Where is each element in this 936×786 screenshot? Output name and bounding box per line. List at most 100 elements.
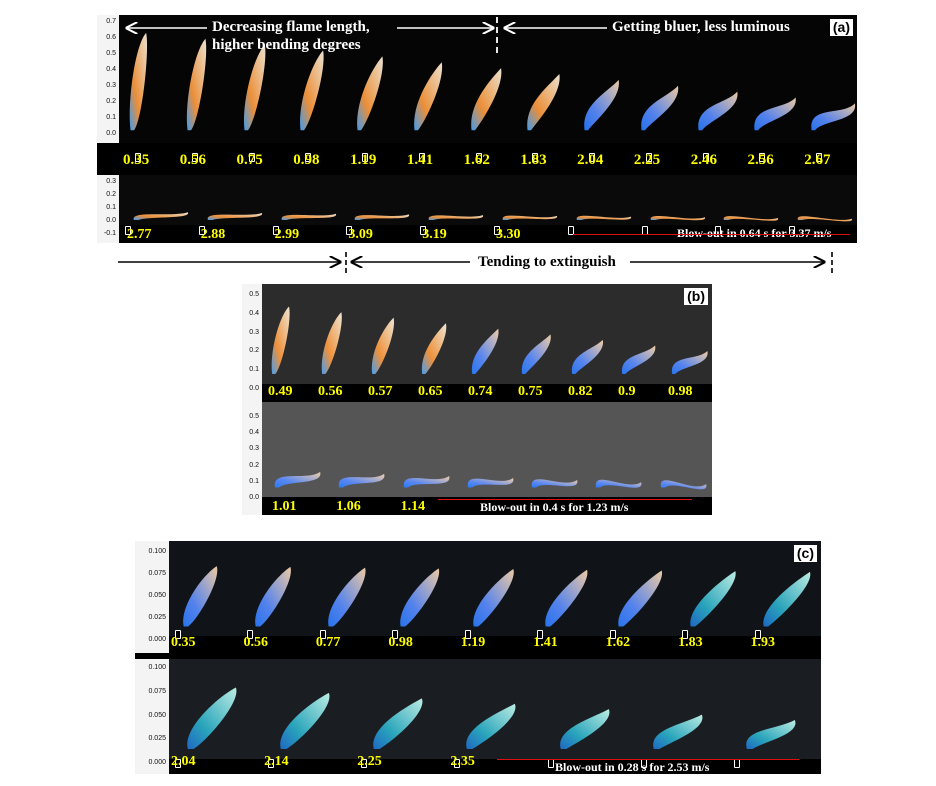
time-label: 0.98	[388, 635, 413, 650]
panel-a-header-left-line2: higher bending degrees	[212, 37, 361, 53]
axis-tick-label: 0.025	[148, 735, 166, 743]
flame-frame	[562, 284, 613, 384]
time-label: 0.75	[518, 384, 543, 399]
time-label: 1.93	[750, 635, 776, 650]
axis-tick-label: 0.0	[249, 494, 259, 501]
axis-tick-label: 0.100	[148, 548, 166, 555]
flame-frame	[241, 541, 315, 636]
flame-frame	[512, 284, 563, 384]
flame-frame	[458, 541, 533, 636]
panel-c-blowout-arrow	[497, 759, 799, 760]
frame-marker	[362, 153, 369, 162]
frame-marker	[361, 759, 368, 768]
axis-tick-label: 0.1	[106, 114, 116, 121]
panel-a-header-right: Getting bluer, less luminous	[612, 19, 790, 35]
panel-b-axis-top: 0.5 0.4 0.3 0.2 0.1 0.0	[242, 284, 262, 402]
time-label: 1.41	[406, 152, 434, 168]
flame-frame	[262, 659, 357, 759]
time-label: 1.41	[533, 635, 558, 650]
frame-marker	[532, 153, 539, 162]
flame-frame	[175, 15, 234, 143]
time-label: 1.19	[460, 635, 486, 650]
frame-marker	[135, 153, 141, 162]
time-label: 1.06	[336, 499, 361, 514]
flame-frame	[266, 175, 342, 225]
flame-frame	[386, 541, 460, 636]
time-label: 0.49	[268, 384, 293, 399]
panel-a-tag: (a)	[829, 19, 853, 36]
frame-marker	[247, 630, 254, 639]
flame-frame	[603, 541, 678, 636]
frame-marker	[682, 630, 689, 639]
time-label: 3.19	[422, 227, 447, 242]
panel-c-row1-frames: 0.35 0.56 0.77 0.98 1.19 1.41 1.62 1.83 1.93	[169, 541, 821, 655]
flame-frame	[340, 175, 416, 225]
axis-tick-label: 0.1	[249, 366, 259, 374]
axis-tick-label: 0.000	[148, 759, 166, 766]
axis-tick-label: 0.4	[106, 66, 116, 73]
axis-tick-label: 0.0	[106, 217, 116, 224]
axis-tick-label: 0.025	[148, 614, 166, 621]
frame-marker	[537, 630, 544, 639]
frame-marker	[589, 153, 596, 162]
flame-frame	[289, 15, 348, 143]
flame-frame	[192, 175, 268, 225]
panel-b-tag: (b)	[684, 288, 708, 305]
frame-marker	[567, 226, 574, 235]
axis-tick-label: -0.1	[103, 230, 116, 237]
panel-b: 0.5 0.4 0.3 0.2 0.1 0.0 0.5 0.4 0.3 0.2 0.1 0.0	[242, 284, 712, 515]
time-label: 0.56	[243, 635, 268, 650]
flame-frame	[459, 15, 518, 143]
flame-frame	[412, 284, 463, 384]
time-label: 0.56	[179, 152, 207, 168]
panel-b-row2-frames: 1.01 1.06 1.14	[262, 402, 712, 515]
flame-frame	[448, 659, 543, 759]
time-label: 0.35	[171, 635, 196, 650]
flame-frame	[262, 402, 328, 497]
flame-frame	[346, 15, 404, 143]
axis-tick-label: 0.6	[106, 34, 116, 41]
flame-frame	[709, 175, 785, 225]
time-label: 1.19	[350, 152, 377, 168]
panel-b-row1-frames: 0.49 0.56 0.57 0.65 0.74 0.75 0.82 0.9 0.98	[262, 284, 712, 402]
time-label: 0.98	[668, 384, 693, 399]
flame-frame	[362, 284, 413, 384]
frame-marker	[645, 153, 652, 162]
time-label: 0.56	[318, 384, 343, 399]
time-label: 1.83	[678, 635, 703, 650]
panel-b-axis-bottom: 0.5 0.4 0.3 0.2 0.1 0.0	[242, 402, 262, 515]
flame-frame	[232, 15, 291, 143]
panel-a-axis-top: 0.7 0.6 0.5 0.4 0.3 0.2 0.1 0.0	[97, 15, 119, 143]
time-label: 1.83	[520, 152, 547, 168]
time-label: 0.75	[236, 152, 263, 168]
time-label: 2.99	[274, 227, 300, 242]
frame-marker	[759, 153, 766, 162]
panel-a: 0.7 0.6 0.5 0.4 0.3 0.2 0.1 0.0 0.3 0.2 0.1 0.0 -0.…	[97, 15, 857, 243]
axis-tick-label: 0.4	[249, 309, 259, 317]
flame-frame	[531, 541, 605, 636]
time-label: 2.14	[264, 754, 289, 769]
flame-frame	[414, 175, 489, 225]
flame-frame	[169, 659, 264, 759]
axis-tick-label: 0.4	[249, 429, 259, 437]
frame-marker	[175, 759, 181, 768]
time-label: 0.9	[618, 384, 636, 399]
panel-c-blowout-text: Blow-out in 0.28 s for 2.53 m/s	[555, 760, 710, 774]
panel-c-tag: (c)	[793, 545, 817, 562]
axis-tick-label: 0.1	[106, 204, 116, 211]
frame-marker	[268, 759, 275, 768]
axis-tick-label: 0.5	[249, 413, 259, 420]
flame-frame	[462, 284, 513, 384]
axis-tick-label: 0.1	[249, 477, 259, 485]
frame-marker	[547, 759, 554, 768]
frame-marker	[392, 630, 399, 639]
flame-frame	[402, 15, 461, 143]
flame-frame	[583, 402, 649, 497]
axis-tick-label: 0.3	[106, 178, 116, 185]
panel-c-axis-top: 0.100 0.075 0.050 0.025 0.000	[135, 541, 169, 653]
tending-arrows	[118, 252, 833, 274]
axis-tick-label: 0.075	[148, 687, 166, 695]
frame-marker	[464, 630, 471, 639]
flame-frame	[727, 659, 821, 759]
axis-tick-label: 0.050	[148, 592, 166, 599]
